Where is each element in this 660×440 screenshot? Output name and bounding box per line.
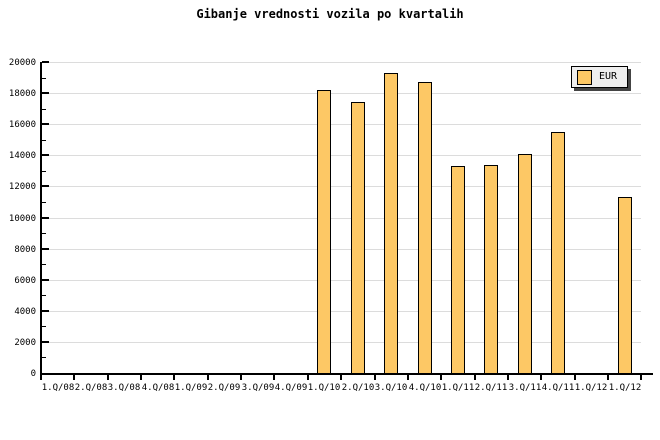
x-axis-tick-label: 1.Q/12 <box>574 383 608 393</box>
x-axis-tick <box>474 375 476 380</box>
gridline <box>43 342 641 343</box>
bar-2.Q/10 <box>351 102 365 374</box>
x-axis-tick <box>140 375 142 380</box>
x-axis-tick-label: 1.Q/09 <box>174 383 208 393</box>
y-axis-major-tick <box>42 310 49 312</box>
x-axis-tick-label: 3.Q/11 <box>508 383 542 393</box>
y-axis-tick-label: 6000 <box>14 276 36 286</box>
gridline <box>43 62 641 63</box>
x-axis-tick <box>307 375 309 380</box>
y-axis-tick-label: 4000 <box>14 307 36 317</box>
y-axis-minor-tick <box>42 171 46 172</box>
x-axis-tick <box>374 375 376 380</box>
gridline <box>43 280 641 281</box>
bar-2.Q/11 <box>484 165 498 374</box>
y-axis-tick-label: 2000 <box>14 338 36 348</box>
x-axis-tick-label: 4.Q/09 <box>274 383 308 393</box>
y-axis-major-tick <box>42 248 49 250</box>
y-axis-tick-label: 0 <box>30 369 36 379</box>
x-axis-tick <box>273 375 275 380</box>
y-axis-minor-tick <box>42 357 46 358</box>
x-axis-tick-label: 1.Q/12 <box>608 383 642 393</box>
y-axis-minor-tick <box>42 202 46 203</box>
gridline <box>43 218 641 219</box>
x-axis-tick-label: 2.Q/08 <box>74 383 108 393</box>
legend-swatch-icon <box>577 69 592 85</box>
bar-3.Q/11 <box>518 154 532 374</box>
bar-4.Q/10 <box>418 82 432 374</box>
y-axis-minor-tick <box>42 78 46 79</box>
x-axis-tick <box>240 375 242 380</box>
x-axis-tick <box>107 375 109 380</box>
gridline <box>43 93 641 94</box>
x-axis-tick <box>574 375 576 380</box>
x-axis-tick <box>407 375 409 380</box>
x-axis-tick-label: 2.Q/10 <box>341 383 375 393</box>
y-axis-minor-tick <box>42 233 46 234</box>
x-axis-tick <box>173 375 175 380</box>
y-axis-tick-label: 10000 <box>8 214 36 224</box>
gridline <box>43 155 641 156</box>
x-axis-tick <box>507 375 509 380</box>
bar-1.Q/12 <box>618 197 632 374</box>
bar-4.Q/11 <box>551 132 565 374</box>
y-axis-minor-tick <box>42 140 46 141</box>
y-axis-tick-label: 16000 <box>8 120 36 130</box>
x-axis-tick-label: 4.Q/10 <box>408 383 442 393</box>
x-axis-tick-label: 1.Q/08 <box>41 383 75 393</box>
y-axis-major-tick <box>42 185 49 187</box>
x-axis-tick <box>640 375 642 380</box>
y-axis-minor-tick <box>42 109 46 110</box>
legend-label: EUR <box>599 71 618 82</box>
y-axis-major-tick <box>42 341 49 343</box>
legend: EUR <box>571 66 628 88</box>
gridline <box>43 249 641 250</box>
x-axis-tick <box>607 375 609 380</box>
x-axis-tick-label: 4.Q/08 <box>141 383 175 393</box>
y-axis-major-tick <box>42 279 49 281</box>
x-axis-line <box>40 373 653 375</box>
x-axis-tick <box>207 375 209 380</box>
x-axis-tick-label: 3.Q/08 <box>107 383 141 393</box>
x-axis-tick <box>340 375 342 380</box>
bar-1.Q/10 <box>317 90 331 374</box>
x-axis-tick-label: 2.Q/11 <box>474 383 508 393</box>
y-axis-tick-label: 18000 <box>8 89 36 99</box>
bar-1.Q/11 <box>451 166 465 374</box>
y-axis-tick-label: 12000 <box>8 182 36 192</box>
x-axis-tick <box>540 375 542 380</box>
y-axis-major-tick <box>42 92 49 94</box>
x-axis-tick-label: 3.Q/09 <box>241 383 275 393</box>
gridline <box>43 311 641 312</box>
y-axis-minor-tick <box>42 264 46 265</box>
y-axis-tick-label: 20000 <box>8 58 36 68</box>
x-axis-tick-label: 1.Q/10 <box>307 383 341 393</box>
y-axis-line <box>40 62 42 375</box>
y-axis-minor-tick <box>42 295 46 296</box>
x-axis-tick-label: 3.Q/10 <box>374 383 408 393</box>
x-axis-tick <box>40 375 42 380</box>
y-axis-tick-label: 14000 <box>8 151 36 161</box>
x-axis-tick-label: 1.Q/11 <box>441 383 475 393</box>
gridline <box>43 124 641 125</box>
bar-3.Q/10 <box>384 73 398 374</box>
x-axis-tick <box>73 375 75 380</box>
y-axis-minor-tick <box>42 326 46 327</box>
chart-title: Gibanje vrednosti vozila po kvartalih <box>196 7 464 21</box>
x-axis-tick-label: 4.Q/11 <box>541 383 575 393</box>
y-axis-major-tick <box>42 123 49 125</box>
x-axis-tick <box>440 375 442 380</box>
y-axis-major-tick <box>42 217 49 219</box>
x-axis-tick-label: 2.Q/09 <box>207 383 241 393</box>
y-axis-major-tick <box>42 154 49 156</box>
y-axis-tick-label: 8000 <box>14 245 36 255</box>
y-axis-major-tick <box>42 61 49 63</box>
gridline <box>43 186 641 187</box>
